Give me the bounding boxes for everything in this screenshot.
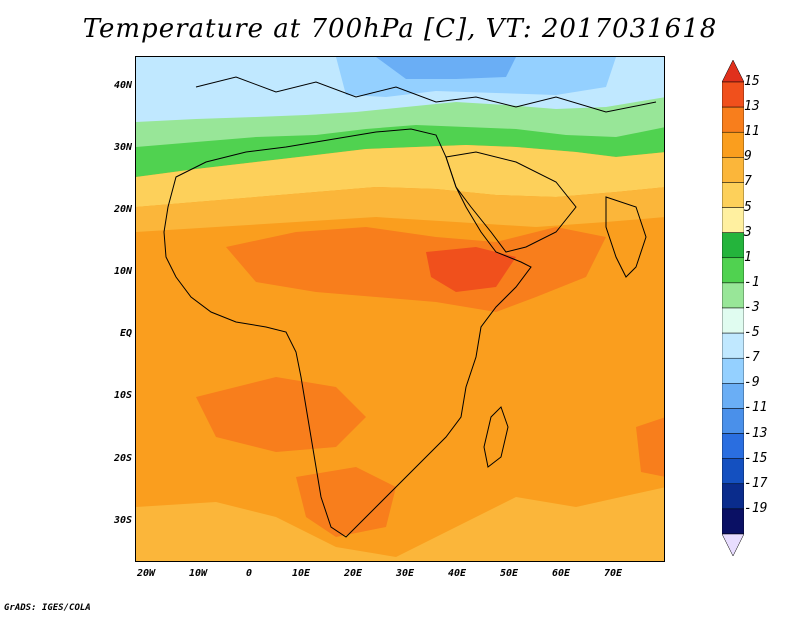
africa-coastline	[163, 128, 532, 538]
colorbar-label: 13	[744, 99, 760, 115]
lon-label-20w: 20W	[136, 568, 156, 579]
lat-label-20n: 20N	[113, 204, 132, 215]
lon-label-20e: 20E	[343, 568, 363, 579]
temperature-map	[135, 56, 665, 562]
colorbar-label: -17	[744, 475, 768, 491]
arabia-coastline	[445, 151, 577, 253]
lon-label-70e: 70E	[603, 568, 623, 579]
lon-label-0: 0	[245, 568, 253, 579]
colorbar-swatch	[722, 282, 744, 309]
colorbar-bottom-triangle	[722, 533, 744, 556]
credit-text: GrADS: IGES/COLA	[4, 603, 91, 613]
colorbar-swatch	[722, 408, 744, 434]
colorbar	[722, 60, 744, 556]
colorbar-label: -1	[744, 274, 760, 290]
lat-label-30s: 30S	[113, 515, 132, 526]
colorbar-swatch	[722, 157, 744, 183]
coldest-zone	[376, 57, 516, 79]
colorbar-swatch	[722, 232, 744, 259]
lat-label-10n: 10N	[113, 266, 132, 277]
south-atlantic-warm	[196, 377, 366, 452]
colorbar-swatch	[722, 332, 744, 359]
colorbar-swatch	[722, 383, 744, 409]
colorbar-swatch	[722, 81, 744, 108]
madagascar-outline	[483, 406, 509, 468]
lon-label-40e: 40E	[447, 568, 467, 579]
warm-transition	[136, 145, 664, 207]
lat-label-eq: EQ	[119, 328, 132, 339]
lat-label-30n: 30N	[113, 142, 132, 153]
map-canvas	[136, 57, 664, 561]
colorbar-swatch	[722, 508, 744, 535]
colorbar-swatch	[722, 106, 744, 133]
colorbar-label: -15	[744, 450, 768, 466]
hot-zone	[226, 227, 606, 312]
colorbar-swatch	[722, 207, 744, 233]
colorbar-swatch	[722, 307, 744, 334]
colorbar-label: -19	[744, 500, 768, 516]
colorbar-swatch	[722, 257, 744, 284]
europe-coastline	[195, 76, 657, 113]
lon-label-30e: 30E	[395, 568, 415, 579]
colorbar-label: 15	[744, 74, 760, 89]
indian-ocean-warm	[636, 417, 664, 477]
lat-label-10s: 10S	[113, 390, 132, 401]
colorbar-label: -13	[744, 425, 768, 441]
colorbar-label: 1	[744, 249, 752, 265]
lon-label-60e: 60E	[551, 568, 571, 579]
southern-cool-band	[136, 487, 664, 561]
colorbar-top-triangle	[722, 60, 744, 83]
colorbar-swatch	[722, 182, 744, 208]
colorbar-label: -5	[744, 325, 760, 341]
lon-label-10e: 10E	[291, 568, 311, 579]
colorbar-label: 9	[744, 149, 752, 165]
colorbar-swatch	[722, 433, 744, 459]
colorbar-label: 3	[744, 224, 752, 240]
colorbar-label: -3	[744, 300, 760, 315]
lat-label-20s: 20S	[113, 453, 132, 464]
hottest-zone	[426, 247, 516, 292]
colorbar-label: -7	[744, 350, 760, 366]
colorbar-swatch	[722, 131, 744, 158]
lon-label-10w: 10W	[188, 568, 208, 579]
colorbar-label: 5	[744, 199, 752, 215]
lat-label-40n: 40N	[113, 80, 132, 91]
colorbar-label: 11	[744, 124, 760, 140]
south-africa-warm	[296, 467, 396, 537]
colorbar-label: -9	[744, 375, 760, 391]
india-coastline	[605, 196, 647, 278]
warm-band	[136, 187, 664, 232]
colorbar-swatch	[722, 357, 744, 384]
colorbar-label: 7	[744, 174, 752, 190]
colorbar-swatch	[722, 483, 744, 510]
colorbar-label: -11	[744, 400, 768, 416]
lon-label-50e: 50E	[499, 568, 519, 579]
map-title: Temperature at 700hPa [C], VT: 201703161…	[82, 14, 718, 44]
colorbar-swatch	[722, 458, 744, 485]
